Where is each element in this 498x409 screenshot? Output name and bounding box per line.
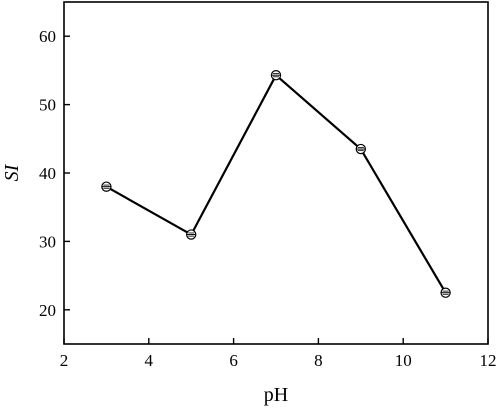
data-point [355,143,366,155]
x-tick-label: 2 [60,351,69,370]
x-tick-label: 4 [145,351,154,370]
x-tick-label: 10 [395,351,412,370]
series-line [105,74,447,294]
y-tick-label: 40 [39,164,56,183]
data-point [185,229,197,240]
x-axis-label: pH [264,384,288,406]
x-tick-label: 12 [480,351,497,370]
x-tick-label: 8 [314,351,323,370]
plot-frame [63,1,489,345]
y-tick-label: 60 [39,27,56,46]
data-point [440,287,451,298]
series-layer [101,69,451,298]
data-point [270,69,282,81]
y-tick-label: 50 [39,96,56,115]
data-point [101,181,112,192]
y-axis: 20 30 40 50 60 [39,27,70,320]
x-axis: 2 4 6 8 10 12 [60,338,497,370]
y-tick-label: 30 [39,232,56,251]
y-tick-label: 20 [39,301,56,320]
y-axis-label: SI [1,163,23,181]
x-tick-label: 6 [229,351,238,370]
